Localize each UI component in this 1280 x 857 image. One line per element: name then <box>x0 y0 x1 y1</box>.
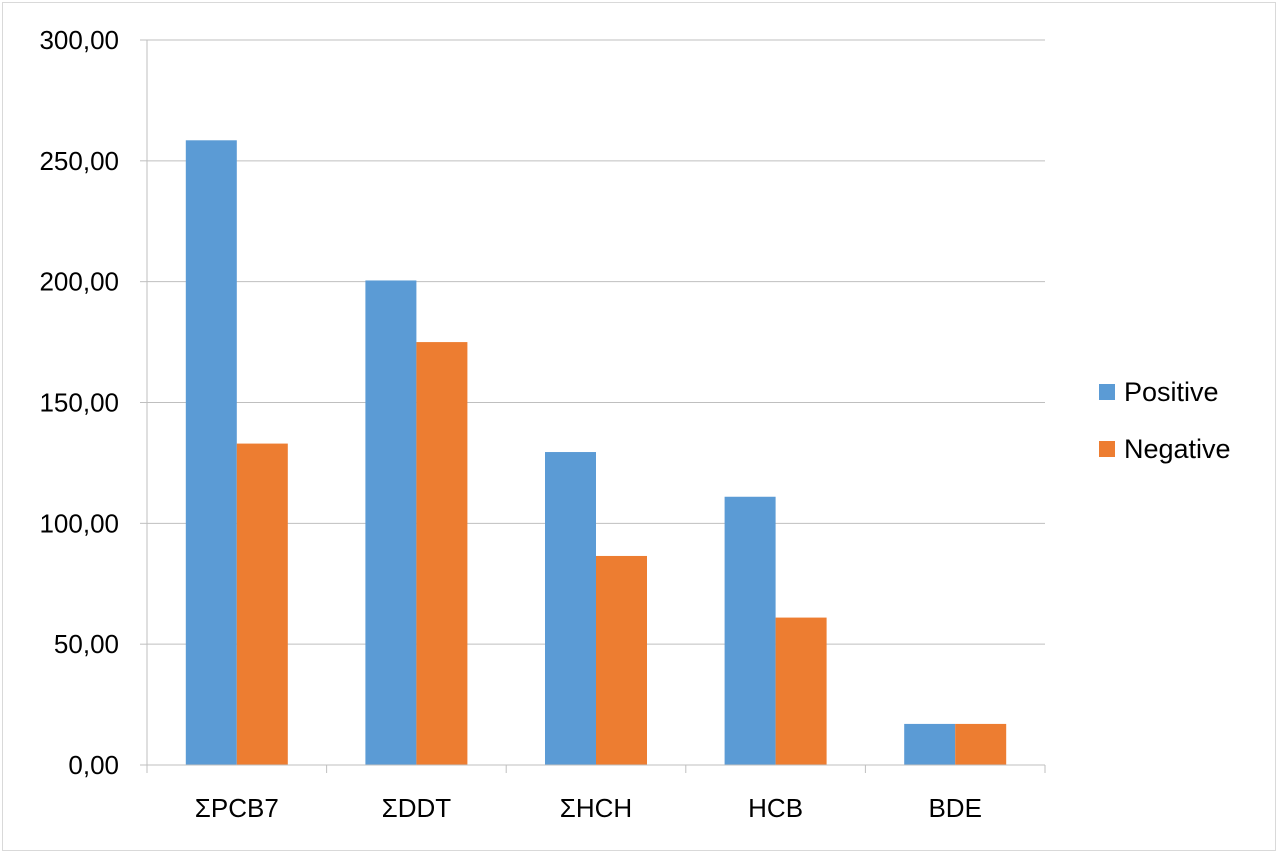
y-tick-label: 150,00 <box>39 388 119 418</box>
bar-negative-4 <box>955 723 1007 765</box>
x-tick-label: ΣPCB7 <box>195 793 279 823</box>
legend-swatch-positive <box>1099 384 1115 400</box>
axes: 0,00 50,00 100,00 150,00 200,00 250,00 300,00 Σ… <box>39 25 1046 823</box>
bar-negative-0 <box>236 443 288 765</box>
bar-chart: 0,00 50,00 100,00 150,00 200,00 250,00 300,00 Σ… <box>39 25 1231 823</box>
legend-swatch-negative <box>1099 441 1115 457</box>
y-tick-label: 0,00 <box>68 750 119 780</box>
y-tick-label: 200,00 <box>39 267 119 297</box>
x-tick-label: HCB <box>748 793 803 823</box>
bar-negative-2 <box>596 555 647 765</box>
y-tick-label: 50,00 <box>54 629 119 659</box>
x-tick-label: ΣDDT <box>382 793 452 823</box>
x-tick-label: BDE <box>928 793 981 823</box>
legend-label-negative: Negative <box>1124 434 1231 464</box>
bar-positive-0 <box>185 140 237 765</box>
x-tick-label: ΣHCH <box>560 793 632 823</box>
bar-positive-4 <box>904 723 956 765</box>
bar-positive-2 <box>545 452 596 765</box>
legend-label-positive: Positive <box>1124 377 1219 407</box>
y-tick-label: 300,00 <box>39 25 119 55</box>
bars <box>185 140 1007 765</box>
bar-negative-3 <box>775 617 827 765</box>
bar-positive-3 <box>724 496 776 765</box>
bar-negative-1 <box>416 342 468 765</box>
bar-positive-1 <box>365 280 417 765</box>
y-tick-label: 100,00 <box>39 508 119 538</box>
legend: Positive Negative <box>1099 377 1231 464</box>
y-tick-label: 250,00 <box>39 146 119 176</box>
gridlines <box>147 39 1045 645</box>
